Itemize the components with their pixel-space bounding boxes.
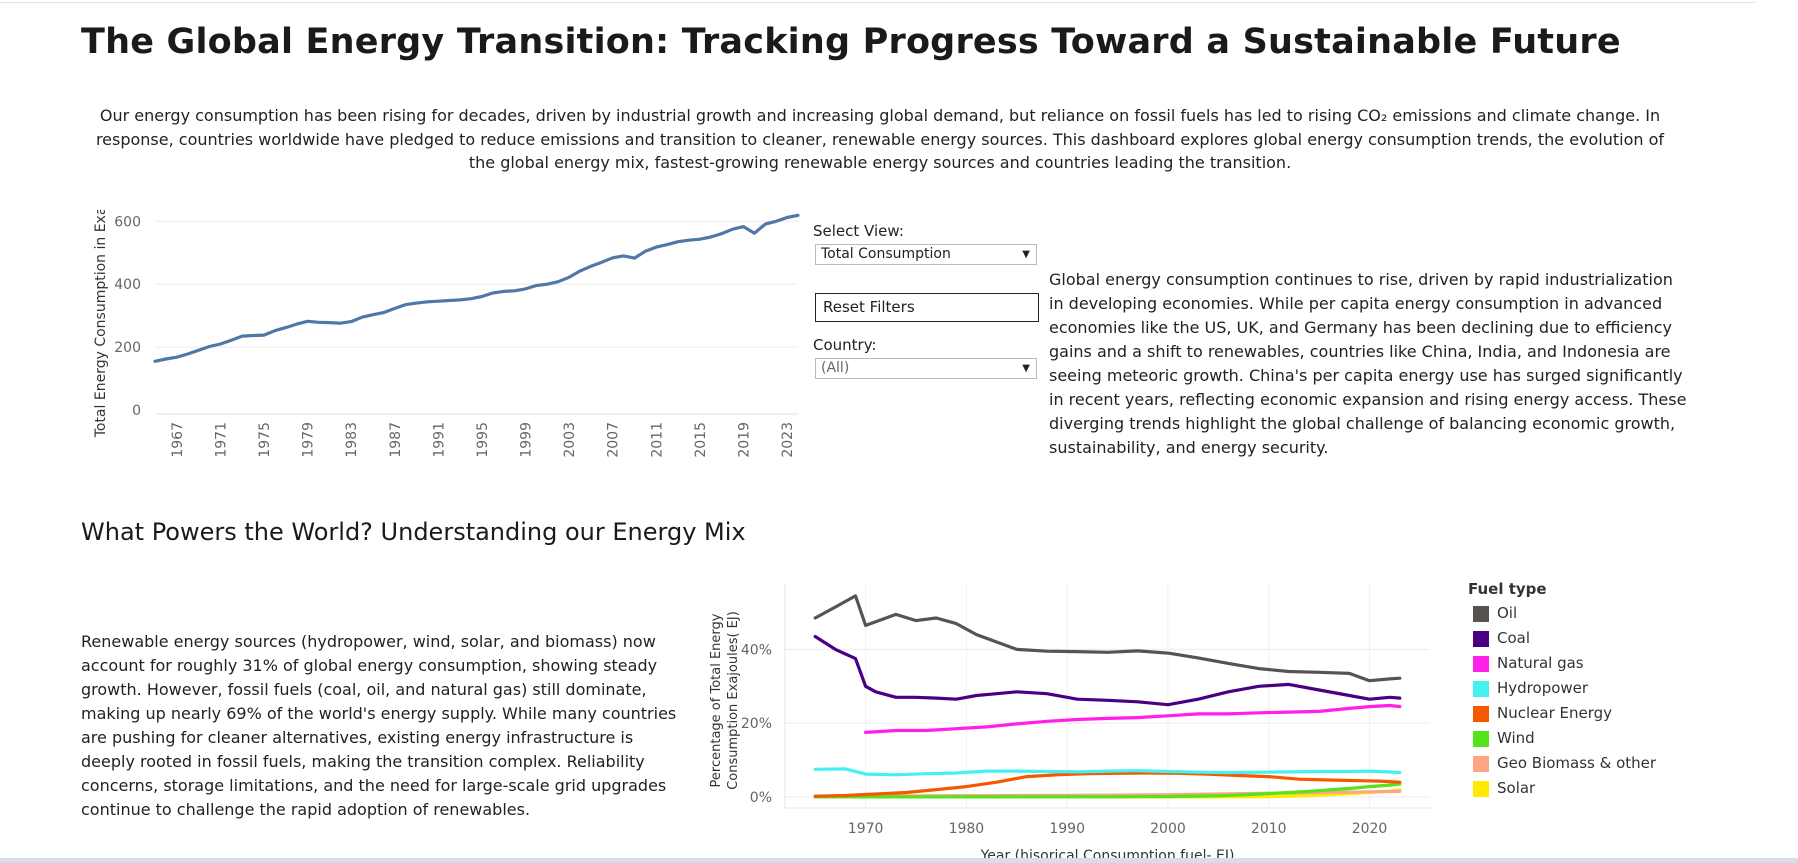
y-tick-label: 400 <box>114 277 141 293</box>
reset-filters-button[interactable]: Reset Filters <box>815 293 1039 322</box>
legend-swatch <box>1473 756 1489 772</box>
country-label: Country: <box>813 336 877 354</box>
x-tick-label: 1995 <box>475 422 491 458</box>
legend-label: Wind <box>1497 729 1535 747</box>
series-line-total-consumption <box>153 213 800 363</box>
x-tick-label: 1987 <box>388 422 404 458</box>
x-axis-title: Year (hisorical Consumption fuel- EJ) <box>980 848 1235 860</box>
x-tick-label: 1967 <box>170 422 186 458</box>
y-tick-label: 0 <box>132 403 141 419</box>
y-axis-title: Total Energy Consumption in Exa.. <box>93 210 109 438</box>
y-axis-title-line2: Consumption Exajoules( EJ) <box>726 611 741 790</box>
legend-swatch <box>1473 781 1489 797</box>
legend-label: Coal <box>1497 629 1531 647</box>
consumption-description: Global energy consumption continues to r… <box>1049 270 1687 457</box>
legend-swatch <box>1473 606 1489 622</box>
y-tick-label: 40% <box>741 642 772 658</box>
country-dropdown[interactable]: (All) ▼ <box>815 358 1037 379</box>
legend-swatch <box>1473 631 1489 647</box>
y-tick-label: 20% <box>741 716 772 732</box>
x-tick-label: 1983 <box>344 422 360 458</box>
series-line-coal <box>813 634 1402 707</box>
x-tick-label: 1990 <box>1049 821 1085 837</box>
x-tick-label: 1975 <box>257 422 273 458</box>
dropdown-arrow-icon: ▼ <box>1022 249 1030 260</box>
top-divider <box>0 2 1755 3</box>
x-tick-label: 1971 <box>213 422 229 458</box>
select-view-label: Select View: <box>813 222 904 240</box>
energy-mix-title: What Powers the World? Understanding our… <box>81 518 746 546</box>
energy-mix-chart: 1970 1980 1990 2000 2010 2020 0% 20% 40% Percenta… <box>709 583 1430 860</box>
legend-title: Fuel type <box>1468 580 1547 598</box>
legend-swatch <box>1473 681 1489 697</box>
x-tick-label: 1991 <box>431 422 447 458</box>
series-line-nuclear-energy <box>813 771 1402 798</box>
x-tick-label: 2019 <box>737 422 753 458</box>
x-tick-label: 2007 <box>606 422 622 458</box>
total-consumption-chart: 0 200 400 600 Total Energy Consumption in Ex… <box>93 210 800 458</box>
x-tick-label: 1999 <box>519 422 535 458</box>
y-tick-label: 600 <box>114 214 141 230</box>
legend-swatch <box>1473 656 1489 672</box>
select-view-dropdown[interactable]: Total Consumption ▼ <box>815 244 1037 265</box>
legend-label: Geo Biomass & other <box>1497 754 1657 772</box>
series-line-hydropower <box>813 767 1402 777</box>
legend-label: Oil <box>1497 604 1518 622</box>
legend-label: Natural gas <box>1497 654 1584 672</box>
x-tick-label: 2003 <box>562 422 578 458</box>
x-tick-label: 2015 <box>693 422 709 458</box>
x-tick-label: 2011 <box>649 422 665 458</box>
series-line-oil <box>813 594 1402 683</box>
x-tick-label: 2023 <box>780 422 796 458</box>
legend-label: Solar <box>1497 779 1536 797</box>
intro-paragraph: Our energy consumption has been rising f… <box>95 106 1665 172</box>
legend-label: Hydropower <box>1497 679 1589 697</box>
series-line-natural-gas <box>864 703 1402 734</box>
y-tick-label: 200 <box>114 340 141 356</box>
legend-swatch <box>1473 706 1489 722</box>
series-line-wind <box>813 782 1402 799</box>
bottom-bar <box>0 858 1798 863</box>
x-tick-label: 1980 <box>949 821 985 837</box>
legend-swatch <box>1473 731 1489 747</box>
energy-mix-description: Renewable energy sources (hydropower, wi… <box>81 632 677 819</box>
country-value: (All) <box>821 360 850 376</box>
select-view-value: Total Consumption <box>821 246 951 262</box>
y-axis-title-line1: Percentage of Total Energy <box>709 613 724 787</box>
x-tick-label: 2020 <box>1352 821 1388 837</box>
x-tick-label: 2000 <box>1150 821 1186 837</box>
legend-label: Nuclear Energy <box>1497 704 1613 722</box>
x-tick-label: 1970 <box>848 821 884 837</box>
y-tick-label: 0% <box>750 790 772 806</box>
x-tick-label: 2010 <box>1251 821 1287 837</box>
x-tick-label: 1979 <box>301 422 317 458</box>
page-title: The Global Energy Transition: Tracking P… <box>81 22 1621 62</box>
dropdown-arrow-icon: ▼ <box>1022 363 1030 374</box>
